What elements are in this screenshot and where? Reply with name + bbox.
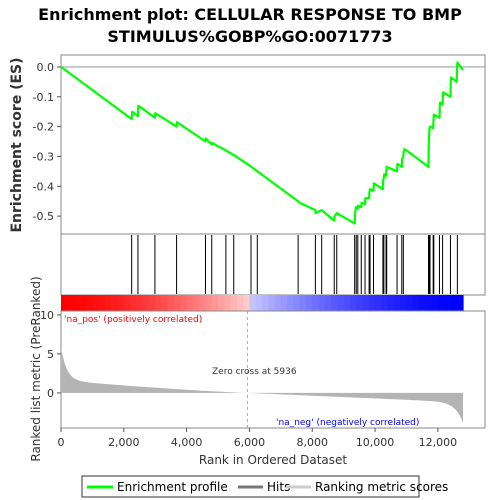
x-tick-label: 6,000 <box>234 436 266 449</box>
color-bar-segment <box>98 295 106 311</box>
chart-title-line1: Enrichment plot: CELLULAR RESPONSE TO BM… <box>38 5 462 24</box>
color-bar-segment <box>406 295 414 311</box>
ranked-y-axis-label: Ranked list metric (PreRanked) <box>29 276 43 461</box>
color-bar-segment <box>324 295 332 311</box>
color-bar-segment <box>400 295 408 311</box>
color-bar-segment <box>312 295 320 311</box>
legend-hits-label: Hits <box>267 480 290 494</box>
rank-color-bar <box>61 295 464 311</box>
color-bar-segment <box>262 295 269 311</box>
color-bar-segment <box>205 295 213 311</box>
es-y-tick-label: -0.4 <box>33 180 54 193</box>
es-y-tick-label: 0.0 <box>37 61 55 74</box>
color-bar-segment <box>136 295 144 311</box>
color-bar-segment <box>73 295 81 311</box>
color-bar-segment <box>349 295 357 311</box>
es-y-tick-label: -0.5 <box>33 210 54 223</box>
color-bar-segment <box>331 295 338 311</box>
x-tick-label: 4,000 <box>171 436 203 449</box>
es-panel-frame <box>60 54 486 235</box>
color-bar-segment <box>318 295 326 311</box>
color-bar-segment <box>375 295 382 311</box>
color-bar-segment <box>287 295 295 311</box>
positive-correlation-label: 'na_pos' (positively correlated) <box>64 315 202 325</box>
color-bar-segment <box>104 295 112 311</box>
color-bar-segment <box>299 295 307 311</box>
x-axis-label: Rank in Ordered Dataset <box>199 453 347 467</box>
ranked-panel-frame <box>60 310 486 429</box>
es-y-tick-label: -0.2 <box>33 121 54 134</box>
color-bar-segment <box>412 295 420 311</box>
es-y-axis-label: Enrichment score (ES) <box>9 57 25 232</box>
zero-cross-label: Zero cross at 5936 <box>212 367 297 377</box>
color-bar-segment <box>368 295 376 311</box>
color-bar-segment <box>444 295 452 311</box>
negative-correlation-label: 'na_neg' (negatively correlated) <box>276 418 419 428</box>
hits-panel-frame <box>60 233 486 296</box>
color-bar-segment <box>218 295 225 311</box>
color-bar-segment <box>167 295 175 311</box>
color-bar-segment <box>155 295 163 311</box>
legend-ranking-metric-label: Ranking metric scores <box>315 480 448 494</box>
color-bar-segment <box>356 295 364 311</box>
color-bar-segment <box>92 295 100 311</box>
color-bar-segment <box>381 295 389 311</box>
x-tick-label: 0 <box>58 436 65 449</box>
ranked-y-tick-label: 0 <box>47 387 54 400</box>
color-bar-segment <box>117 295 125 311</box>
ranked-y-tick-label: 5 <box>47 348 54 361</box>
color-bar-segment <box>249 295 257 311</box>
color-bar-segment <box>211 295 219 311</box>
color-bar-segment <box>236 295 244 311</box>
color-bar-segment <box>274 295 282 311</box>
color-bar-segment <box>61 295 68 311</box>
color-bar-segment <box>174 295 181 311</box>
color-bar-segment <box>255 295 263 311</box>
color-bar-segment <box>86 295 94 311</box>
color-bar-segment <box>130 295 137 311</box>
es-y-tick-label: -0.3 <box>33 150 54 163</box>
color-bar-segment <box>79 295 87 311</box>
color-bar-segment <box>293 295 301 311</box>
color-bar-segment <box>387 295 395 311</box>
color-bar-segment <box>343 295 351 311</box>
color-bar-segment <box>337 295 345 311</box>
es-y-tick-label: -0.1 <box>33 91 54 104</box>
color-bar-segment <box>186 295 194 311</box>
x-tick-label: 2,000 <box>108 436 140 449</box>
color-bar-segment <box>362 295 370 311</box>
color-bar-segment <box>437 295 445 311</box>
color-bar-segment <box>280 295 288 311</box>
x-tick-label: 8,000 <box>297 436 329 449</box>
color-bar-segment <box>192 295 200 311</box>
color-bar-segment <box>268 295 276 311</box>
color-bar-segment <box>431 295 439 311</box>
x-tick-label: 10,000 <box>356 436 395 449</box>
color-bar-segment <box>419 295 426 311</box>
color-bar-segment <box>456 295 464 311</box>
color-bar-segment <box>142 295 150 311</box>
color-bar-segment <box>161 295 169 311</box>
color-bar-segment <box>111 295 119 311</box>
chart-title-line2: STIMULUS%GOBP%GO:0071773 <box>107 27 392 46</box>
ranked-y-tick-label: 10 <box>40 309 54 322</box>
legend-enrichment-profile-label: Enrichment profile <box>117 480 228 494</box>
color-bar-segment <box>230 295 238 311</box>
color-bar-segment <box>67 295 75 311</box>
x-tick-label: 12,000 <box>419 436 458 449</box>
color-bar-segment <box>450 295 458 311</box>
color-bar-segment <box>180 295 188 311</box>
color-bar-segment <box>305 295 313 311</box>
color-bar-segment <box>425 295 433 311</box>
color-bar-segment <box>199 295 207 311</box>
enrichment-profile-line <box>60 61 464 225</box>
color-bar-segment <box>393 295 401 311</box>
color-bar-segment <box>123 295 131 311</box>
color-bar-segment <box>224 295 232 311</box>
color-bar-segment <box>243 295 251 311</box>
color-bar-segment <box>148 295 156 311</box>
